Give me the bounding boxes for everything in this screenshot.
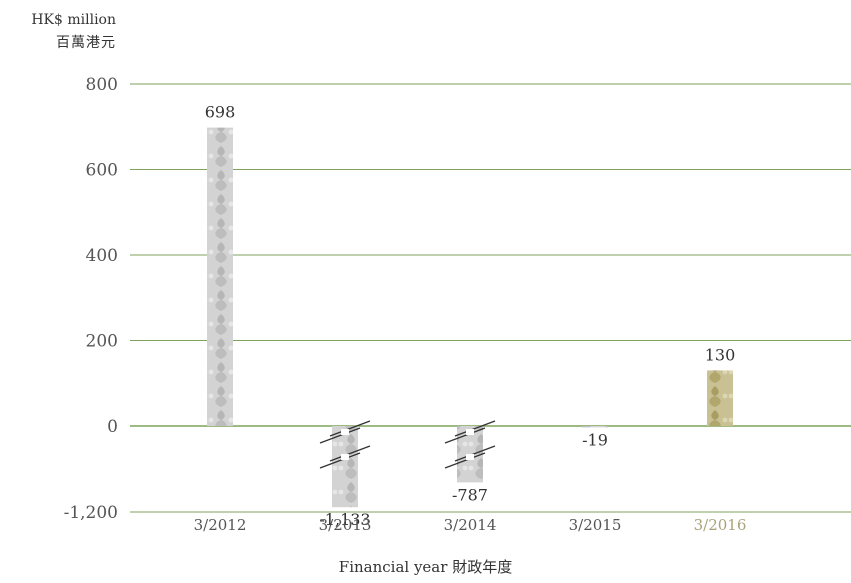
axis-break-mark xyxy=(444,427,486,444)
axis-break-mark xyxy=(454,420,496,437)
x-tick-label: 3/2014 xyxy=(444,516,497,534)
data-label: -19 xyxy=(582,430,608,449)
x-tick-label: 3/2016 xyxy=(694,516,747,534)
axis-break-gap xyxy=(466,454,474,460)
y-tick-label: 200 xyxy=(86,332,118,352)
x-tick-label: 3/2012 xyxy=(194,516,247,534)
data-label: 130 xyxy=(705,345,736,364)
axis-break-mark xyxy=(329,420,371,437)
y-tick-label: 600 xyxy=(86,161,118,181)
x-axis-title: Financial year 財政年度 xyxy=(338,558,513,576)
y-tick-label: 400 xyxy=(86,246,118,266)
axis-break-gap xyxy=(466,429,474,435)
bar xyxy=(332,426,358,508)
y-axis-unit-chinese: 百萬港元 xyxy=(56,35,116,51)
bar xyxy=(207,127,233,426)
axis-break-mark xyxy=(319,452,361,469)
data-label: -1,133 xyxy=(319,510,370,529)
data-label: 698 xyxy=(205,103,236,122)
x-tick-label: 3/2013 xyxy=(319,516,372,534)
x-tick-label: 3/2015 xyxy=(569,516,622,534)
axis-break-gap xyxy=(341,454,349,460)
axis-break-mark xyxy=(329,445,371,462)
axis-break-mark xyxy=(454,445,496,462)
data-label: -787 xyxy=(452,485,488,504)
axis-break-mark xyxy=(444,452,486,469)
bar xyxy=(707,370,733,426)
y-tick-label: 0 xyxy=(107,417,118,437)
y-axis-unit-english: HK$ million xyxy=(31,12,116,28)
axis-break-mark xyxy=(319,427,361,444)
axis-break-gap xyxy=(341,429,349,435)
y-tick-label: 800 xyxy=(86,75,118,95)
bar xyxy=(582,426,608,428)
y-tick-label: -1,200 xyxy=(64,503,118,523)
